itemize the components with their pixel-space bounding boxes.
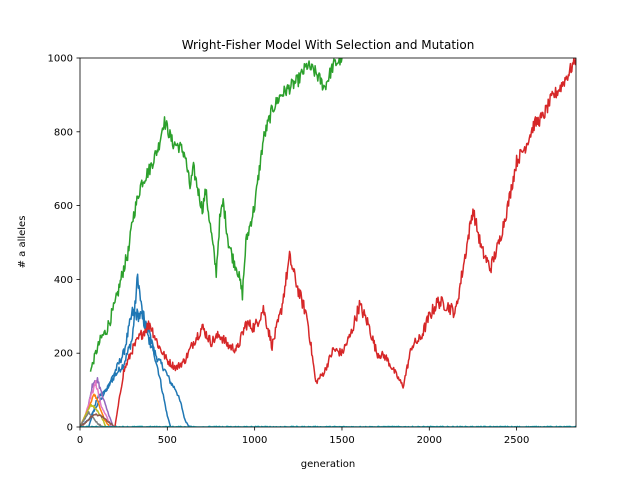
y-axis: 0 200 400 600 800 1000 bbox=[48, 54, 80, 434]
series-line-green-2 bbox=[89, 58, 343, 372]
plot-frame bbox=[79, 57, 577, 428]
x-tick-label: 1000 bbox=[242, 435, 267, 446]
y-tick-label: 600 bbox=[54, 201, 73, 212]
x-tick-label: 1500 bbox=[329, 435, 354, 446]
x-tick-label: 0 bbox=[77, 435, 83, 446]
y-tick-label: 800 bbox=[54, 127, 73, 138]
series-line-brown-9 bbox=[80, 413, 116, 427]
x-tick-label: 2000 bbox=[417, 435, 442, 446]
chart-title: Wright-Fisher Model With Selection and M… bbox=[182, 38, 475, 52]
x-axis: 0 500 1000 1500 2000 2500 bbox=[77, 427, 529, 446]
y-tick-label: 0 bbox=[67, 423, 73, 434]
y-tick-label: 200 bbox=[54, 349, 73, 360]
x-axis-label: generation bbox=[301, 459, 355, 470]
x-tick-label: 500 bbox=[158, 435, 177, 446]
x-tick-label: 2500 bbox=[504, 435, 529, 446]
y-axis-label: # a alleles bbox=[17, 216, 28, 269]
y-tick-label: 1000 bbox=[48, 54, 73, 65]
series-line-red-3 bbox=[114, 58, 576, 427]
y-tick-label: 400 bbox=[54, 275, 73, 286]
